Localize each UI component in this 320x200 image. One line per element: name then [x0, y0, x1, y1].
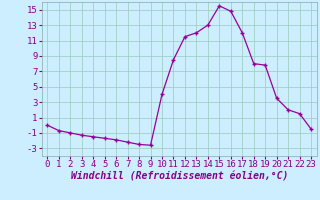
X-axis label: Windchill (Refroidissement éolien,°C): Windchill (Refroidissement éolien,°C)	[70, 172, 288, 182]
